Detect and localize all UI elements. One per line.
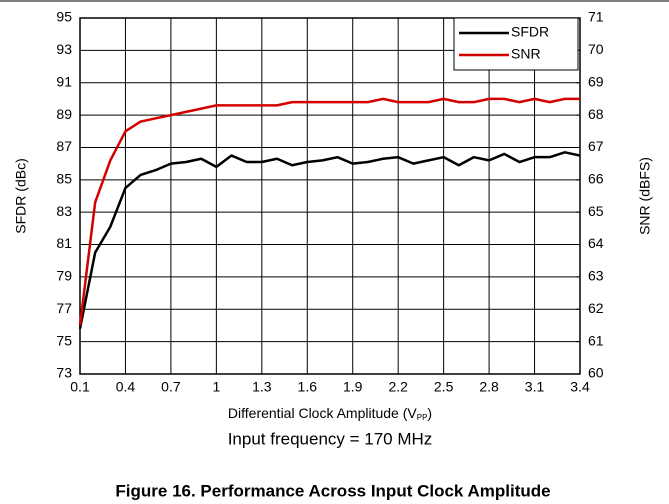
legend-label: SFDR	[511, 24, 549, 40]
y-tick-label: 75	[56, 332, 72, 348]
y-tick-label: 95	[56, 9, 72, 25]
y2-tick-label: 61	[588, 332, 604, 348]
x-axis-label: Differential Clock Amplitude (VPP)	[228, 405, 432, 422]
legend-box	[453, 17, 579, 71]
y-tick-label: 73	[56, 365, 72, 381]
x-tick-label: 2.5	[434, 379, 454, 395]
y2-axis-label: SNR (dBFS)	[637, 157, 653, 235]
x-tick-label: 2.8	[479, 379, 499, 395]
x-tick-label: 1.6	[298, 379, 318, 395]
y-axis-label: SFDR (dBc)	[13, 158, 29, 233]
y-tick-label: 83	[56, 203, 72, 219]
y-tick-label: 77	[56, 300, 72, 316]
x-tick-label: 1	[212, 379, 220, 395]
y-tick-label: 89	[56, 106, 72, 122]
y2-tick-label: 71	[588, 9, 604, 25]
caption: Figure 16. Performance Across Input Cloc…	[115, 481, 550, 500]
y-tick-label: 79	[56, 268, 72, 284]
y-tick-label: 85	[56, 171, 72, 187]
y2-tick-label: 65	[588, 203, 604, 219]
x-tick-label: 1.9	[343, 379, 363, 395]
y2-tick-label: 66	[588, 171, 604, 187]
y2-tick-label: 69	[588, 73, 604, 89]
x-tick-label: 2.2	[388, 379, 408, 395]
y-tick-label: 81	[56, 235, 72, 251]
y2-tick-label: 70	[588, 41, 604, 57]
x-tick-label: 0.7	[161, 379, 181, 395]
data-line	[78, 97, 580, 326]
legend-label: SNR	[511, 46, 541, 62]
x-label-suffix: )	[427, 405, 432, 421]
x-tick-label: 0.1	[70, 379, 90, 395]
x-label-text: Differential Clock Amplitude (V	[228, 405, 417, 421]
y2-tick-label: 64	[588, 235, 604, 251]
y2-tick-label: 62	[588, 300, 604, 316]
x-tick-label: 1.3	[252, 379, 272, 395]
plot-frame	[79, 17, 581, 375]
annotation: Input frequency = 170 MHz	[228, 429, 433, 448]
y2-tick-label: 60	[588, 365, 604, 381]
y-tick-label: 93	[56, 41, 72, 57]
y2-tick-label: 68	[588, 106, 604, 122]
data-line	[78, 151, 581, 329]
y2-tick-label: 67	[588, 138, 604, 154]
x-label-subscript: PP	[417, 413, 428, 422]
y2-tick-label: 63	[588, 268, 604, 284]
y-tick-label: 91	[56, 73, 72, 89]
x-tick-label: 3.1	[525, 379, 545, 395]
x-tick-label: 3.4	[570, 379, 590, 395]
y-tick-label: 87	[56, 138, 72, 154]
x-tick-label: 0.4	[116, 379, 136, 395]
